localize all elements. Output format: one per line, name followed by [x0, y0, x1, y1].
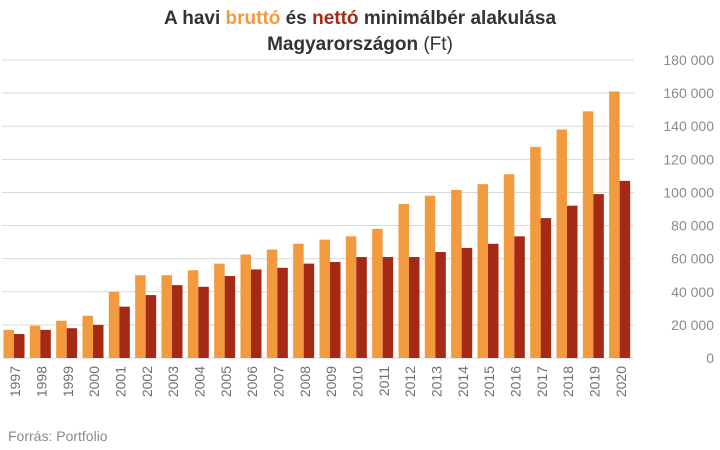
- bar-gross: [82, 315, 93, 358]
- bar-net: [40, 329, 51, 358]
- x-tick-label: 1998: [34, 366, 50, 397]
- title-country: Magyarországon: [267, 34, 419, 55]
- bar-gross: [609, 91, 620, 359]
- bar-net: [14, 333, 25, 358]
- x-tick-label: 2018: [560, 366, 576, 397]
- bar-gross: [161, 275, 172, 358]
- bar-gross: [530, 146, 541, 358]
- x-tick-label: 2010: [350, 366, 366, 397]
- x-tick-label: 2015: [481, 366, 497, 397]
- x-tick-label: 2001: [113, 366, 129, 397]
- bar-net: [93, 324, 104, 358]
- bar-net: [409, 257, 420, 358]
- bar-net: [277, 267, 288, 358]
- x-axis-ticks: 1997 1998 1999 2000 2001 2002 2003 2004 2005 2006…: [7, 366, 629, 397]
- x-tick-label: 2007: [271, 366, 287, 397]
- x-tick-label: 2017: [534, 366, 550, 397]
- chart-title: A havi bruttó és nettó minimálbér alakul…: [0, 6, 720, 58]
- x-tick-label: 2019: [587, 366, 603, 397]
- y-tick-label: 120 000: [663, 151, 714, 167]
- y-tick-label: 40 000: [671, 284, 714, 300]
- y-tick-label: 60 000: [671, 251, 714, 267]
- bar-gross: [345, 236, 357, 358]
- x-tick-label: 2016: [508, 366, 524, 397]
- y-tick-label: 180 000: [663, 52, 714, 68]
- source-note: Forrás: Portfolio: [8, 428, 108, 444]
- bar-gross: [556, 129, 567, 358]
- bar-gross: [582, 111, 594, 358]
- x-tick-label: 2003: [165, 366, 181, 397]
- bar-gross: [266, 249, 278, 358]
- x-tick-label: 1997: [7, 366, 23, 397]
- bar-gross: [108, 291, 120, 358]
- bar-gross: [372, 228, 383, 358]
- x-tick-label: 2011: [376, 366, 392, 396]
- title-net-word: nettó: [312, 8, 359, 29]
- bar-gross: [56, 320, 67, 358]
- x-tick-label: 2020: [613, 366, 629, 397]
- x-tick-label: 2012: [402, 366, 418, 397]
- y-tick-label: 160 000: [663, 85, 714, 101]
- x-tick-label: 2013: [429, 366, 445, 397]
- bar-net: [66, 328, 78, 358]
- bar-net: [435, 252, 446, 358]
- y-tick-label: 100 000: [663, 184, 714, 200]
- bar-net: [145, 295, 157, 358]
- x-tick-label: 2008: [297, 366, 313, 397]
- y-axis-ticks: 0 20 000 40 000 60 000 80 000 100 000 120 000 1…: [663, 52, 714, 366]
- title-unit: (Ft): [418, 34, 453, 55]
- bar-net: [119, 306, 130, 358]
- bar-net: [251, 269, 262, 358]
- y-tick-label: 0: [706, 350, 714, 366]
- x-tick-label: 2004: [192, 366, 208, 397]
- x-tick-label: 2005: [218, 366, 234, 397]
- bar-gross: [451, 189, 462, 358]
- bar-net: [198, 286, 209, 358]
- bar-gross: [477, 184, 488, 358]
- bar-net: [488, 243, 499, 358]
- bar-gross: [29, 325, 41, 358]
- y-tick-label: 140 000: [663, 118, 714, 134]
- x-tick-label: 2009: [323, 366, 339, 397]
- bar-gross: [187, 270, 199, 358]
- bar-gross: [240, 254, 251, 358]
- x-tick-label: 2014: [455, 366, 471, 397]
- bar-net: [303, 263, 315, 358]
- title-gross-word: bruttó: [225, 8, 281, 29]
- title-prefix: A havi: [163, 8, 226, 29]
- title-middle: és: [280, 8, 313, 29]
- bar-net: [540, 218, 552, 358]
- x-tick-label: 2006: [244, 366, 260, 397]
- bar-gross: [214, 263, 225, 358]
- bar-net: [356, 257, 367, 358]
- title-suffix: minimálbér alakulása: [358, 8, 557, 29]
- y-tick-label: 80 000: [671, 218, 714, 234]
- bar-gross: [135, 275, 146, 358]
- bar-gross: [503, 174, 515, 358]
- bar-net: [172, 285, 183, 358]
- bar-net: [330, 261, 341, 358]
- bar-gross: [398, 204, 409, 358]
- bar-gross: [319, 239, 330, 358]
- gridlines: [2, 59, 634, 359]
- bar-net: [382, 257, 394, 358]
- bar-net: [619, 180, 631, 358]
- bar-gross: [424, 195, 436, 358]
- bar-gross: [3, 329, 14, 358]
- title-line-1: A havi bruttó és nettó minimálbér alakul…: [0, 6, 720, 32]
- bar-gross: [293, 243, 304, 358]
- bar-net: [224, 276, 236, 358]
- title-line-2: Magyarországon (Ft): [0, 32, 720, 58]
- bars: [3, 91, 631, 359]
- y-tick-label: 20 000: [671, 317, 714, 333]
- bar-net: [593, 194, 604, 358]
- bar-net: [567, 205, 578, 358]
- x-tick-label: 2000: [86, 366, 102, 397]
- x-tick-label: 1999: [60, 366, 76, 397]
- x-tick-label: 2002: [139, 366, 155, 397]
- bar-net: [461, 247, 473, 358]
- bar-net: [514, 236, 525, 358]
